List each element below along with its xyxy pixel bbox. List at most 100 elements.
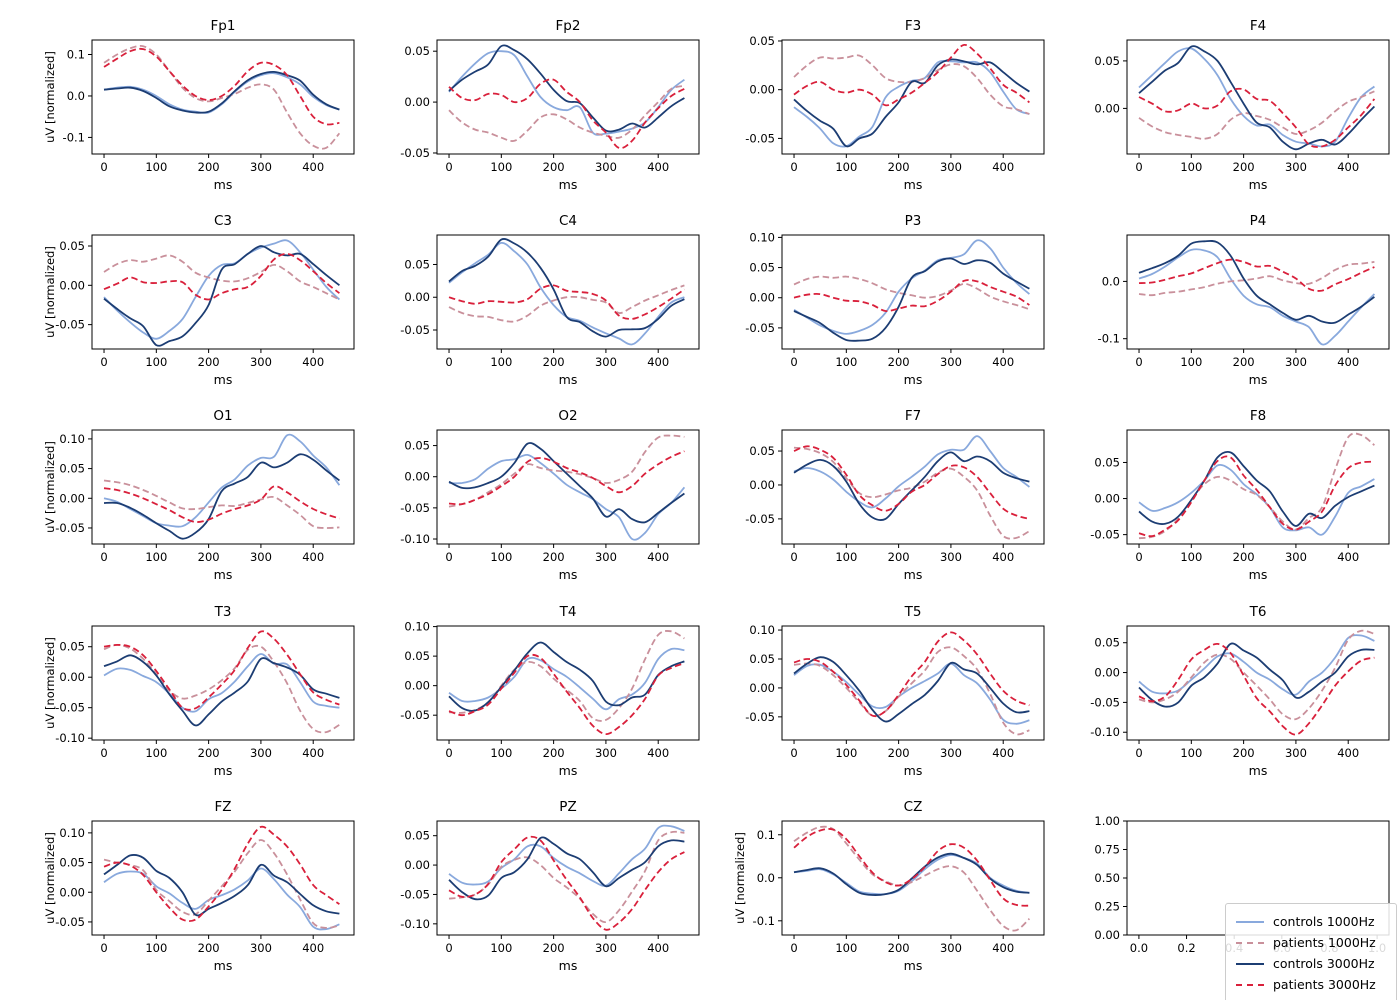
legend-line-sample-controls-1000hz	[1236, 920, 1264, 923]
axes-frame	[91, 234, 355, 350]
axes-frame	[781, 429, 1045, 545]
x-tick-label: 400	[647, 941, 669, 955]
subplot-Fp1: Fp1 0.1 0.0 -0.1 0 100 200 300 400 ms uV [normaliz…	[40, 10, 385, 206]
x-tick-label: 300	[1285, 355, 1307, 369]
series-line-controls-1000hz	[1138, 634, 1375, 696]
subplot-title: CZ	[904, 799, 923, 815]
y-tick-label: 0.10	[749, 230, 775, 244]
axes-frame	[1126, 429, 1390, 545]
series-line-controls-3000hz	[793, 451, 1030, 522]
y-tick-label: 0.05	[1094, 636, 1120, 650]
legend: controls 1000Hz patients 1000Hz controls…	[1225, 903, 1397, 1000]
series-line-controls-3000hz	[448, 836, 685, 901]
x-tick-label: 200	[198, 746, 220, 760]
subplot-canvas: F4 0.05 0.00 0 100 200 300 400 ms	[1094, 18, 1390, 192]
x-tick-label: 0	[100, 550, 107, 564]
x-tick-label: 400	[302, 355, 324, 369]
series-line-controls-1000hz	[448, 453, 686, 541]
series-line-patients-1000hz	[1138, 629, 1375, 721]
y-tick-label: 0.00	[1094, 928, 1120, 942]
series-line-patients-3000hz	[448, 835, 685, 931]
y-tick-label: 0.05	[59, 856, 85, 870]
y-tick-label: 0.00	[749, 291, 775, 305]
subplot-title: F3	[905, 18, 921, 34]
series-line-patients-3000hz	[103, 252, 340, 301]
x-tick-label: 100	[145, 746, 167, 760]
x-axis-label: ms	[1249, 177, 1268, 192]
series-line-controls-1000hz	[103, 653, 340, 713]
y-tick-label: -0.05	[55, 318, 85, 332]
y-tick-label: 0.05	[749, 652, 775, 666]
subplot-title: Fp1	[211, 18, 236, 34]
y-tick-label: 0.1	[757, 828, 775, 842]
subplot-P4: P4 0.0 -0.1 0 100 200 300 400 ms	[1075, 205, 1400, 401]
y-tick-label: 0.00	[404, 290, 430, 304]
subplot-canvas: O2 0.05 0.00 -0.05 -0.10 0 100 200 300 400 ms	[400, 408, 700, 582]
x-axis-label: ms	[1249, 372, 1268, 387]
series-line-patients-3000hz	[1138, 87, 1376, 148]
series-line-controls-1000hz	[793, 435, 1030, 509]
series-line-controls-1000hz	[1138, 463, 1375, 536]
series-line-patients-1000hz	[448, 434, 685, 508]
x-tick-label: 100	[1180, 746, 1202, 760]
series-line-patients-1000hz	[793, 646, 1030, 736]
series-line-controls-3000hz	[793, 656, 1030, 723]
y-tick-label: -0.1	[753, 914, 775, 928]
x-axis-label: ms	[559, 372, 578, 387]
subplot-title: Fp2	[556, 18, 581, 34]
x-tick-label: 0	[1135, 355, 1142, 369]
x-tick-label: 200	[1233, 746, 1255, 760]
x-tick-label: 400	[992, 160, 1014, 174]
y-tick-label: -0.05	[745, 512, 775, 526]
x-tick-label: 200	[198, 941, 220, 955]
y-tick-label: 0.05	[59, 462, 85, 476]
y-tick-label: 0.05	[404, 439, 430, 453]
series-line-controls-3000hz	[1138, 642, 1375, 708]
series-line-controls-1000hz	[448, 824, 685, 887]
subplot-F8: F8 0.05 0.00 -0.05 0 100 200 300 400 ms	[1075, 400, 1400, 596]
y-tick-label: 0.05	[404, 829, 430, 843]
subplot-T4: T4 0.10 0.05 0.00 -0.05 0 100 200 300 400 ms	[385, 596, 730, 792]
x-tick-label: 200	[888, 160, 910, 174]
x-tick-label: 100	[835, 160, 857, 174]
subplot-canvas: P3 0.10 0.05 0.00 -0.05 0 100 200 300 400 ms	[745, 213, 1045, 387]
x-tick-label: 0	[445, 355, 452, 369]
subplot-canvas: T6 0.05 0.00 -0.05 -0.10 0 100 200 300 400 ms	[1090, 604, 1390, 778]
x-tick-label: 100	[490, 550, 512, 564]
x-tick-label: 100	[490, 160, 512, 174]
series-line-patients-3000hz	[448, 284, 685, 320]
y-tick-label: -0.05	[400, 887, 430, 901]
x-tick-label: 300	[250, 355, 272, 369]
subplot-canvas: P4 0.0 -0.1 0 100 200 300 400 ms	[1098, 213, 1390, 387]
legend-label: patients 1000Hz	[1273, 935, 1376, 950]
x-tick-label: 0	[100, 941, 107, 955]
series-line-patients-1000hz	[793, 446, 1030, 540]
y-tick-label: 0.00	[1094, 101, 1120, 115]
x-axis-label: ms	[559, 567, 578, 582]
axes-frame	[1126, 625, 1390, 741]
series-line-controls-3000hz	[448, 238, 685, 338]
x-tick-label: 200	[543, 160, 565, 174]
x-tick-label: 0.2	[1177, 941, 1195, 955]
y-tick-label: 0.05	[59, 239, 85, 253]
subplot-FZ: FZ 0.10 0.05 0.00 -0.05 0 100 200 300 400 ms uV [no…	[40, 791, 385, 987]
y-tick-label: -0.05	[400, 501, 430, 515]
x-tick-label: 100	[145, 355, 167, 369]
x-axis-label: ms	[1249, 763, 1268, 778]
subplot-canvas: F7 0.05 0.00 -0.05 0 100 200 300 400 ms	[745, 408, 1045, 582]
subplot-P3: P3 0.10 0.05 0.00 -0.05 0 100 200 300 400 ms	[730, 205, 1075, 401]
series-line-controls-3000hz	[793, 257, 1030, 342]
subplot-canvas: T4 0.10 0.05 0.00 -0.05 0 100 200 300 400 ms	[400, 604, 700, 778]
x-tick-label: 200	[888, 550, 910, 564]
subplot-canvas: PZ 0.05 0.00 -0.05 -0.10 0 100 200 300 400 ms	[400, 799, 700, 973]
x-tick-label: 300	[595, 355, 617, 369]
subplot-title: T4	[559, 604, 577, 620]
axes-frame	[436, 39, 700, 155]
y-tick-label: -0.05	[55, 521, 85, 535]
x-tick-label: 0	[1135, 160, 1142, 174]
x-tick-label: 0	[445, 550, 452, 564]
y-tick-label: -0.1	[1098, 332, 1120, 346]
series-line-controls-1000hz	[103, 72, 340, 114]
x-tick-label: 300	[1285, 160, 1307, 174]
x-tick-label: 400	[647, 746, 669, 760]
